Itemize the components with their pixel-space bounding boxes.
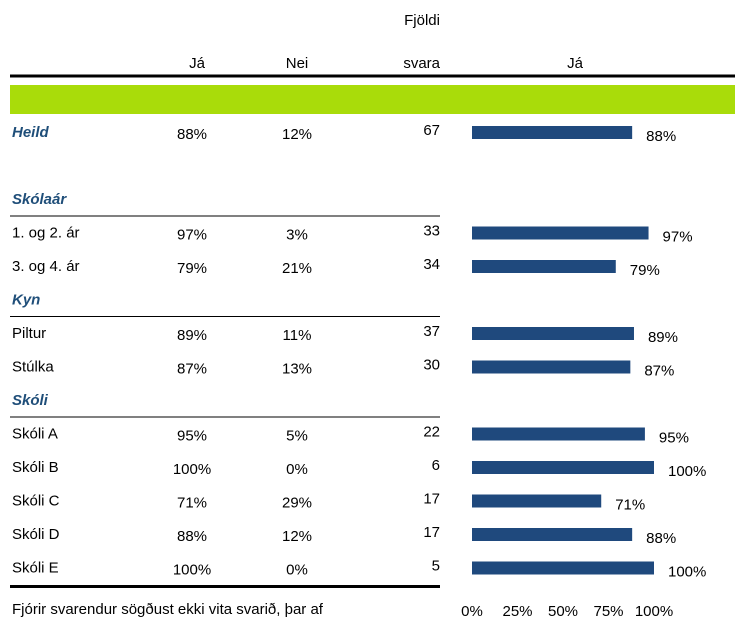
cell-yes: 79% [177, 260, 207, 277]
cell-yes: 100% [173, 561, 211, 578]
bar [472, 327, 634, 340]
bar [472, 461, 654, 474]
total-label sec: Heild [12, 124, 50, 141]
value-label: 79% [630, 262, 660, 279]
cell-n: 37 [423, 323, 440, 340]
value-label: 89% [648, 329, 678, 346]
row-label: Skóli D [12, 526, 60, 543]
cell-no: 12% [282, 126, 312, 143]
chart-title: Já [567, 55, 584, 72]
cell-no: 5% [286, 427, 308, 444]
cell-n: 17 [423, 490, 440, 507]
row-label: Skóli E [12, 559, 59, 576]
row-label: Skóli B [12, 459, 59, 476]
green-band [10, 85, 735, 114]
section-title: Skóli [12, 392, 49, 409]
x-tick-label: 50% [548, 603, 578, 620]
col-header: Fjöldi [404, 12, 440, 29]
cell-no: 0% [286, 461, 308, 478]
cell-yes: 95% [177, 427, 207, 444]
cell-yes: 100% [173, 461, 211, 478]
row-label: 3. og 4. ár [12, 258, 80, 275]
cell-no: 11% [283, 327, 312, 344]
bar [472, 126, 633, 139]
cell-n: 17 [423, 524, 440, 541]
cell-no: 29% [282, 494, 312, 511]
cell-yes: 89% [177, 327, 207, 344]
cell-yes: 87% [177, 360, 207, 377]
cell-n: 33 [423, 222, 440, 239]
section-title: Skólaár [12, 191, 67, 208]
value-label: 87% [644, 362, 674, 379]
x-tick-label: 100% [635, 603, 673, 620]
bar [472, 226, 649, 240]
cell-no: 3% [286, 226, 308, 243]
value-label: 100% [668, 563, 706, 580]
x-tick-label: 75% [593, 603, 623, 620]
bar [472, 494, 602, 508]
cell-n: 30 [423, 356, 440, 373]
bar [472, 427, 645, 441]
cell-no: 21% [282, 260, 312, 277]
cell-yes: 88% [177, 528, 207, 545]
value-label: 71% [615, 496, 645, 513]
cell-n: 5 [432, 557, 440, 574]
cell-yes: 88% [177, 126, 207, 143]
row-label: Piltur [12, 325, 46, 342]
cell-n: 34 [423, 256, 440, 273]
cell-yes: 71% [177, 494, 207, 511]
cell-no: 13% [282, 360, 312, 377]
value-label: 88% [646, 128, 676, 145]
row-label: Skóli C [12, 492, 60, 509]
col-header: Nei [286, 55, 309, 72]
row-label: Stúlka [12, 358, 54, 375]
value-label: 88% [646, 530, 676, 547]
bar [472, 528, 633, 541]
footnote: Fjórir svarendur sögðust ekki vita svari… [12, 601, 324, 618]
value-label: 97% [663, 228, 693, 245]
cell-n: 67 [423, 122, 440, 139]
cell-n: 6 [432, 457, 440, 474]
col-header: svara [403, 55, 440, 72]
row-label: Skóli A [12, 425, 58, 442]
col-header: Já [189, 55, 206, 72]
cell-yes: 97% [177, 226, 207, 243]
x-tick-label: 0% [461, 603, 483, 620]
x-tick-label: 25% [502, 603, 532, 620]
cell-n: 22 [423, 423, 440, 440]
value-label: 95% [659, 429, 689, 446]
cell-no: 0% [286, 561, 308, 578]
bar [472, 360, 631, 374]
row-label: 1. og 2. ár [12, 224, 80, 241]
bar [472, 260, 616, 273]
cell-no: 12% [282, 528, 312, 545]
bar [472, 561, 654, 575]
value-label: 100% [668, 463, 706, 480]
section-title: Kyn [12, 291, 40, 308]
